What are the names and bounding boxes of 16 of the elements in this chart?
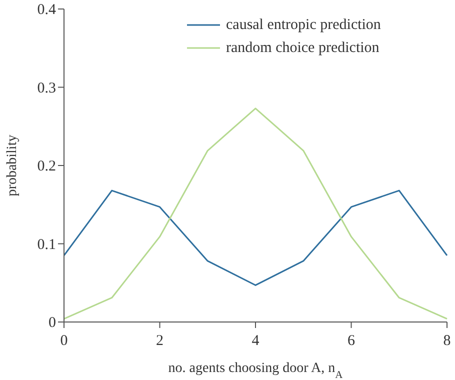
x-tick-label: 8 bbox=[443, 333, 451, 349]
x-tick-label: 0 bbox=[60, 333, 68, 349]
y-tick-label: 0.4 bbox=[37, 2, 56, 18]
legend-label: random choice prediction bbox=[226, 40, 380, 56]
x-tick-label: 2 bbox=[156, 333, 164, 349]
line-series bbox=[63, 190, 448, 286]
line-series bbox=[63, 108, 448, 320]
y-tick-label: 0.1 bbox=[37, 236, 56, 253]
x-axis-title: no. agents choosing door A, n$_{A}$ bbox=[168, 361, 344, 380]
y-axis-title: probability bbox=[5, 134, 20, 196]
y-tick-label: 0.3 bbox=[37, 80, 56, 96]
y-tick-label: 0 bbox=[48, 315, 56, 331]
x-tick-label: 4 bbox=[252, 333, 260, 349]
x-tick-label: 6 bbox=[348, 333, 356, 349]
legend-label: causal entropic prediction bbox=[226, 17, 382, 33]
y-tick-label: 0.2 bbox=[37, 158, 56, 174]
